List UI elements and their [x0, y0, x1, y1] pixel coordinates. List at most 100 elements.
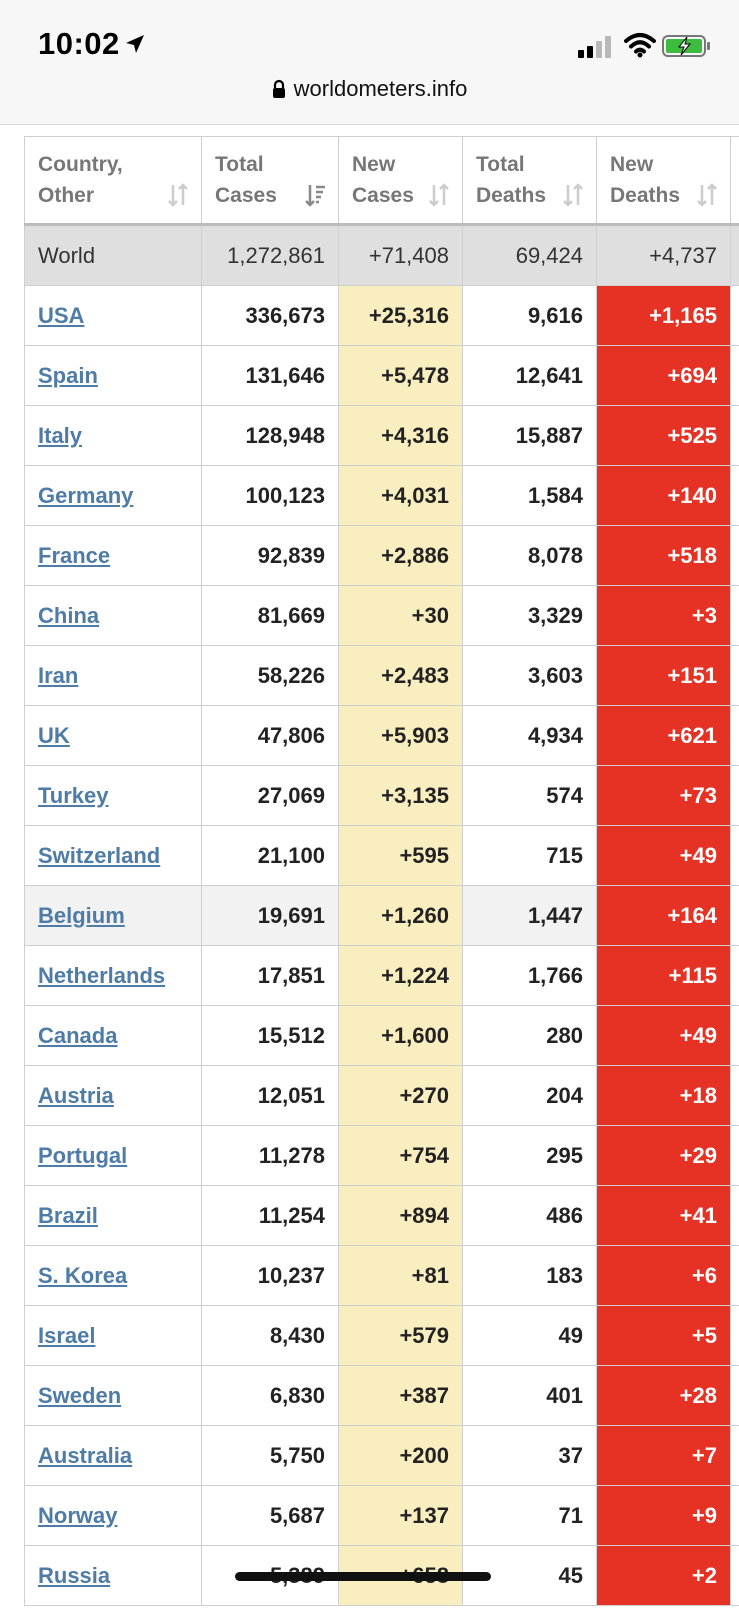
next-column-cell — [731, 1426, 739, 1486]
next-column-cell — [731, 1066, 739, 1126]
total-deaths-cell: 71 — [463, 1486, 597, 1546]
new-cases-cell: +81 — [339, 1246, 463, 1306]
sort-icon — [167, 183, 189, 207]
total-deaths-cell: 49 — [463, 1306, 597, 1366]
country-link[interactable]: France — [38, 543, 110, 568]
country-link[interactable]: Switzerland — [38, 843, 160, 868]
new-cases-cell: +5,903 — [339, 706, 463, 766]
total-cases-cell: 17,851 — [202, 946, 339, 1006]
country-link[interactable]: China — [38, 603, 99, 628]
country-link[interactable]: Israel — [38, 1323, 96, 1348]
header-new-deaths[interactable]: New Deaths — [597, 137, 731, 225]
country-link[interactable]: Canada — [38, 1023, 117, 1048]
world-new-cases: +71,408 — [339, 225, 463, 286]
country-link[interactable]: Brazil — [38, 1203, 98, 1228]
covid-table-container[interactable]: Country, Other Total Cases New Cases Tot… — [24, 136, 739, 1616]
country-link[interactable]: Germany — [38, 483, 133, 508]
total-cases-cell: 92,839 — [202, 526, 339, 586]
total-deaths-cell: 9,616 — [463, 286, 597, 346]
new-deaths-cell: +115 — [597, 946, 731, 1006]
country-name-cell: Iran — [25, 646, 202, 706]
new-deaths-cell: +49 — [597, 1006, 731, 1066]
new-cases-cell: +25,316 — [339, 286, 463, 346]
total-deaths-cell: 1,584 — [463, 466, 597, 526]
total-deaths-cell: 8,078 — [463, 526, 597, 586]
header-country[interactable]: Country, Other — [25, 137, 202, 225]
country-link[interactable]: Portugal — [38, 1143, 127, 1168]
next-column-cell — [731, 1486, 739, 1546]
country-link[interactable]: Austria — [38, 1083, 114, 1108]
home-indicator[interactable] — [235, 1572, 491, 1581]
battery-charging-icon — [662, 34, 712, 58]
country-link[interactable]: Netherlands — [38, 963, 165, 988]
total-cases-cell: 100,123 — [202, 466, 339, 526]
country-name-cell: Spain — [25, 346, 202, 406]
country-link[interactable]: Turkey — [38, 783, 109, 808]
new-deaths-cell: +694 — [597, 346, 731, 406]
country-link[interactable]: Iran — [38, 663, 78, 688]
next-column-cell — [731, 346, 739, 406]
url-bar[interactable]: worldometers.info — [0, 76, 739, 112]
new-deaths-cell: +140 — [597, 466, 731, 526]
country-link[interactable]: Australia — [38, 1443, 132, 1468]
country-name-cell: Italy — [25, 406, 202, 466]
next-column-cell — [731, 1366, 739, 1426]
total-cases-cell: 81,669 — [202, 586, 339, 646]
header-total-deaths[interactable]: Total Deaths — [463, 137, 597, 225]
new-cases-cell: +4,031 — [339, 466, 463, 526]
country-link[interactable]: UK — [38, 723, 70, 748]
total-cases-cell: 128,948 — [202, 406, 339, 466]
total-cases-cell: 12,051 — [202, 1066, 339, 1126]
total-deaths-cell: 4,934 — [463, 706, 597, 766]
country-name-cell: S. Korea — [25, 1246, 202, 1306]
country-link[interactable]: Spain — [38, 363, 98, 388]
new-deaths-cell: +1,165 — [597, 286, 731, 346]
new-deaths-cell: +9 — [597, 1486, 731, 1546]
new-deaths-cell: +5 — [597, 1306, 731, 1366]
new-deaths-cell: +29 — [597, 1126, 731, 1186]
total-deaths-cell: 1,766 — [463, 946, 597, 1006]
url-text: worldometers.info — [294, 76, 468, 101]
country-link[interactable]: Italy — [38, 423, 82, 448]
sort-icon — [562, 183, 584, 207]
new-cases-cell: +30 — [339, 586, 463, 646]
header-label-line1: Country, — [38, 149, 188, 180]
new-deaths-cell: +18 — [597, 1066, 731, 1126]
total-cases-cell: 6,830 — [202, 1366, 339, 1426]
next-column-cell — [731, 1006, 739, 1066]
header-new-cases[interactable]: New Cases — [339, 137, 463, 225]
next-column-cell — [731, 1246, 739, 1306]
country-link[interactable]: Belgium — [38, 903, 125, 928]
header-label-line2: Other — [38, 180, 188, 211]
next-column-cell — [731, 1186, 739, 1246]
next-column-cell — [731, 406, 739, 466]
country-link[interactable]: Russia — [38, 1563, 110, 1588]
country-link[interactable]: USA — [38, 303, 84, 328]
country-link[interactable]: Norway — [38, 1503, 117, 1528]
next-column-cell — [731, 526, 739, 586]
next-column-cell — [731, 886, 739, 946]
country-link[interactable]: S. Korea — [38, 1263, 127, 1288]
header-label-line1: New — [352, 149, 449, 180]
header-total-cases[interactable]: Total Cases — [202, 137, 339, 225]
total-cases-cell: 47,806 — [202, 706, 339, 766]
total-deaths-cell: 715 — [463, 826, 597, 886]
country-name-cell: USA — [25, 286, 202, 346]
total-cases-cell: 58,226 — [202, 646, 339, 706]
total-cases-cell: 5,750 — [202, 1426, 339, 1486]
status-time: 10:02 — [38, 26, 120, 62]
country-link[interactable]: Sweden — [38, 1383, 121, 1408]
world-total-cases: 1,272,861 — [202, 225, 339, 286]
